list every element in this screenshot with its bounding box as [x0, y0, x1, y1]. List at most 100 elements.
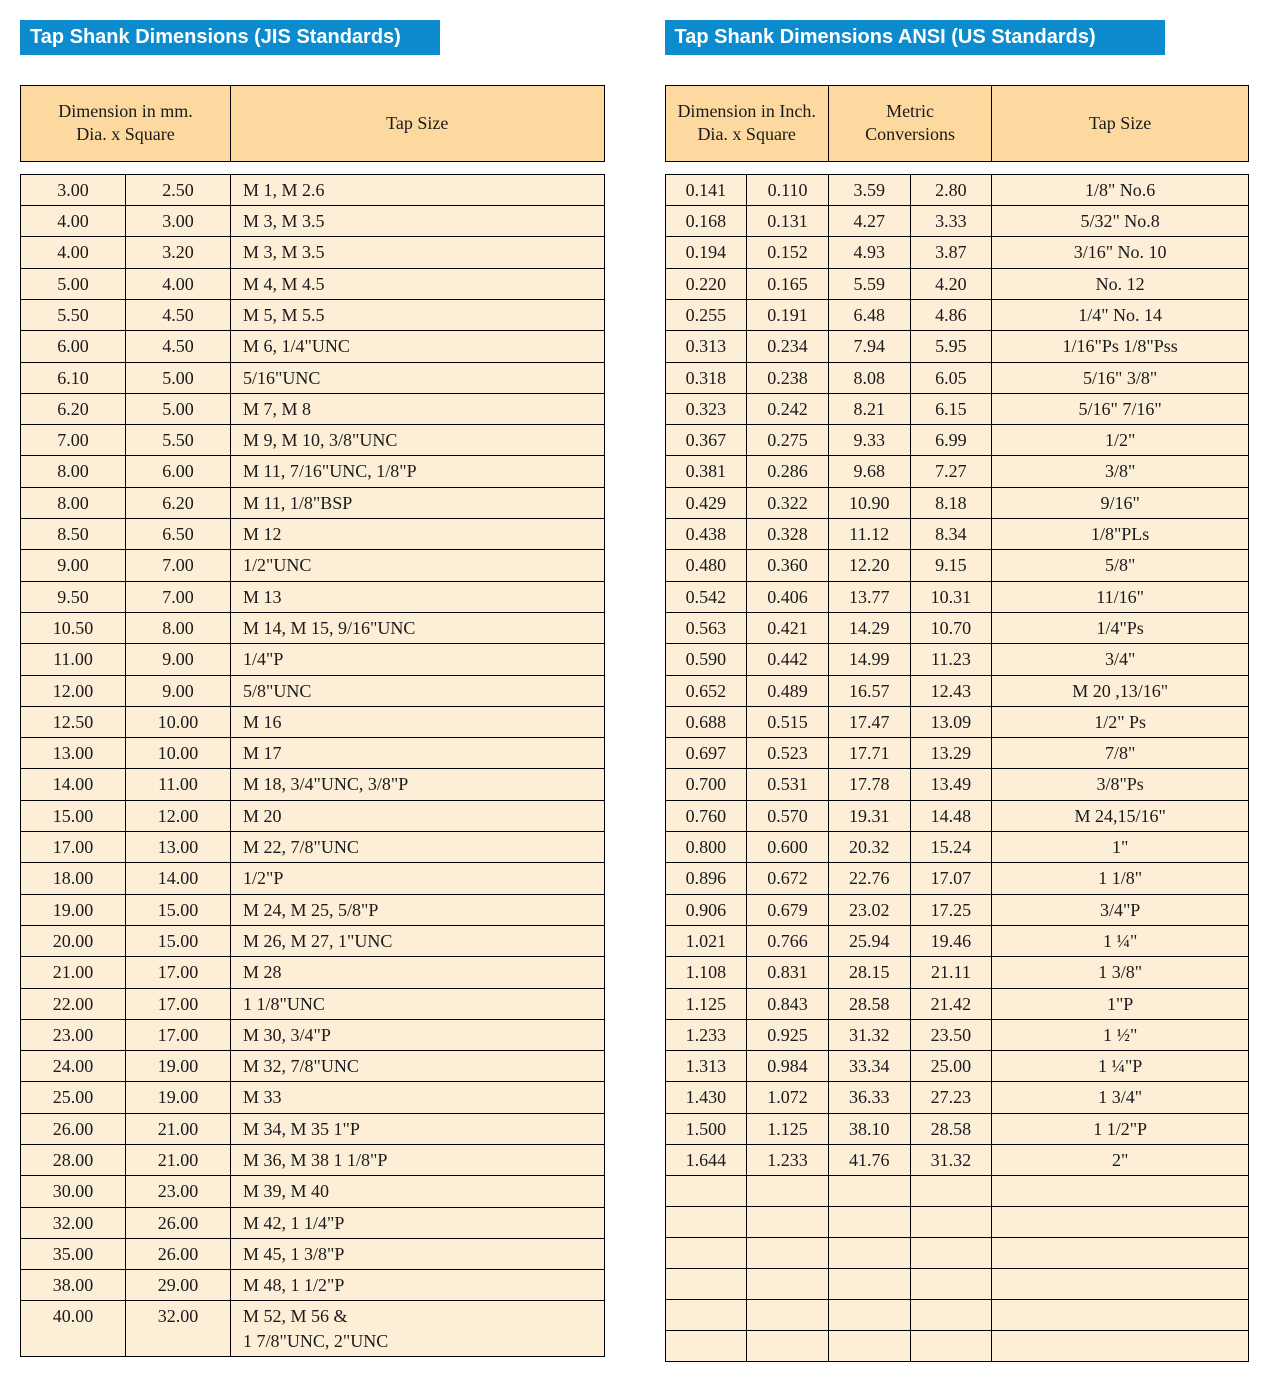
empty-cell — [992, 1207, 1249, 1238]
inch-sq-cell: 0.515 — [747, 706, 829, 737]
table-row: 0.2200.1655.594.20No. 12 — [665, 268, 1249, 299]
table-row: 13.0010.00M 17 — [21, 738, 605, 769]
mm-sq-cell: 8.34 — [910, 519, 992, 550]
sq-cell: 4.50 — [126, 331, 231, 362]
mm-dia-cell: 17.78 — [828, 769, 910, 800]
sq-cell: 7.00 — [126, 581, 231, 612]
table-row: 0.5630.42114.2910.701/4"Ps — [665, 612, 1249, 643]
table-row: 0.4290.32210.908.189/16" — [665, 487, 1249, 518]
dia-cell: 6.10 — [21, 362, 126, 393]
dia-cell: 18.00 — [21, 863, 126, 894]
inch-dia-cell: 0.367 — [665, 425, 747, 456]
mm-dia-cell: 28.58 — [828, 988, 910, 1019]
dia-cell: 6.00 — [21, 331, 126, 362]
table-row: 30.0023.00M 39, M 40 — [21, 1176, 605, 1207]
table-row: 0.4800.36012.209.155/8" — [665, 550, 1249, 581]
inch-dia-cell: 1.430 — [665, 1082, 747, 1113]
table-row: 38.0029.00M 48, 1 1/2"P — [21, 1270, 605, 1301]
table-row: 0.6880.51517.4713.091/2" Ps — [665, 706, 1249, 737]
inch-dia-cell: 1.313 — [665, 1051, 747, 1082]
mm-sq-cell: 8.18 — [910, 487, 992, 518]
mm-sq-cell: 3.87 — [910, 237, 992, 268]
mm-sq-cell: 9.15 — [910, 550, 992, 581]
tap-cell: M 17 — [231, 738, 604, 769]
ansi-column: Tap Shank Dimensions ANSI (US Standards)… — [665, 20, 1250, 1362]
table-row: 0.5420.40613.7710.3111/16" — [665, 581, 1249, 612]
table-row: 22.0017.001 1/8"UNC — [21, 988, 605, 1019]
empty-cell — [828, 1300, 910, 1331]
empty-cell — [910, 1269, 992, 1300]
tap-cell: M 34, M 35 1"P — [231, 1113, 604, 1144]
sq-cell: 6.20 — [126, 487, 231, 518]
table-row: 0.1940.1524.933.873/16" No. 10 — [665, 237, 1249, 268]
dia-cell: 12.50 — [21, 706, 126, 737]
table-row: 0.3230.2428.216.155/16" 7/16" — [665, 393, 1249, 424]
mm-dia-cell: 33.34 — [828, 1051, 910, 1082]
empty-row — [665, 1176, 1249, 1207]
sq-cell: 15.00 — [126, 894, 231, 925]
dia-cell: 3.00 — [21, 174, 126, 205]
mm-dia-cell: 12.20 — [828, 550, 910, 581]
dia-cell: 14.00 — [21, 769, 126, 800]
inch-dia-cell: 0.542 — [665, 581, 747, 612]
dia-cell: 5.00 — [21, 268, 126, 299]
sq-cell: 29.00 — [126, 1270, 231, 1301]
tap-cell: M 30, 3/4"P — [231, 1019, 604, 1050]
dia-cell: 9.50 — [21, 581, 126, 612]
inch-dia-cell: 0.652 — [665, 675, 747, 706]
tap-cell: 3/4" — [992, 644, 1249, 675]
mm-sq-cell: 5.95 — [910, 331, 992, 362]
sq-cell: 15.00 — [126, 925, 231, 956]
tap-cell: 1 3/8" — [992, 957, 1249, 988]
table-row: 1.2330.92531.3223.501 ½" — [665, 1019, 1249, 1050]
table-row: 0.1680.1314.273.335/32" No.8 — [665, 206, 1249, 237]
inch-sq-cell: 1.072 — [747, 1082, 829, 1113]
empty-cell — [665, 1176, 747, 1207]
inch-sq-cell: 0.191 — [747, 299, 829, 330]
tap-cell: 9/16" — [992, 487, 1249, 518]
sq-cell: 19.00 — [126, 1051, 231, 1082]
dia-cell: 5.50 — [21, 299, 126, 330]
inch-dia-cell: 0.688 — [665, 706, 747, 737]
table-row: 9.507.00M 13 — [21, 581, 605, 612]
tap-cell: M 13 — [231, 581, 604, 612]
empty-row — [665, 1269, 1249, 1300]
mm-dia-cell: 6.48 — [828, 299, 910, 330]
empty-cell — [747, 1238, 829, 1269]
table-row: 1.6441.23341.7631.322" — [665, 1144, 1249, 1175]
table-row: 6.004.50M 6, 1/4"UNC — [21, 331, 605, 362]
sq-cell: 5.00 — [126, 362, 231, 393]
tap-cell: M 20 — [231, 800, 604, 831]
tap-cell: 3/8"Ps — [992, 769, 1249, 800]
mm-sq-cell: 19.46 — [910, 925, 992, 956]
dia-cell: 23.00 — [21, 1019, 126, 1050]
tap-cell: M 28 — [231, 957, 604, 988]
inch-dia-cell: 0.896 — [665, 863, 747, 894]
dia-cell: 32.00 — [21, 1207, 126, 1238]
inch-dia-cell: 0.563 — [665, 612, 747, 643]
empty-cell — [828, 1176, 910, 1207]
dia-cell: 15.00 — [21, 800, 126, 831]
empty-cell — [828, 1331, 910, 1362]
tap-cell: M 14, M 15, 9/16"UNC — [231, 612, 604, 643]
tap-cell: 1 1/2"P — [992, 1113, 1249, 1144]
sq-cell: 10.00 — [126, 738, 231, 769]
mm-dia-cell: 13.77 — [828, 581, 910, 612]
jis-title: Tap Shank Dimensions (JIS Standards) — [20, 20, 440, 55]
mm-sq-cell: 6.05 — [910, 362, 992, 393]
dia-cell: 7.00 — [21, 425, 126, 456]
inch-dia-cell: 0.438 — [665, 519, 747, 550]
table-row: 4.003.00M 3, M 3.5 — [21, 206, 605, 237]
tap-cell: M 5, M 5.5 — [231, 299, 604, 330]
mm-sq-cell: 28.58 — [910, 1113, 992, 1144]
mm-dia-cell: 38.10 — [828, 1113, 910, 1144]
inch-sq-cell: 1.233 — [747, 1144, 829, 1175]
tap-cell: M 26, M 27, 1"UNC — [231, 925, 604, 956]
inch-dia-cell: 0.590 — [665, 644, 747, 675]
tap-cell: M 11, 7/16"UNC, 1/8"P — [231, 456, 604, 487]
tap-cell: M 24, M 25, 5/8"P — [231, 894, 604, 925]
mm-sq-cell: 13.49 — [910, 769, 992, 800]
tap-cell: No. 12 — [992, 268, 1249, 299]
tap-cell: M 42, 1 1/4"P — [231, 1207, 604, 1238]
table-row: 1.1250.84328.5821.421"P — [665, 988, 1249, 1019]
